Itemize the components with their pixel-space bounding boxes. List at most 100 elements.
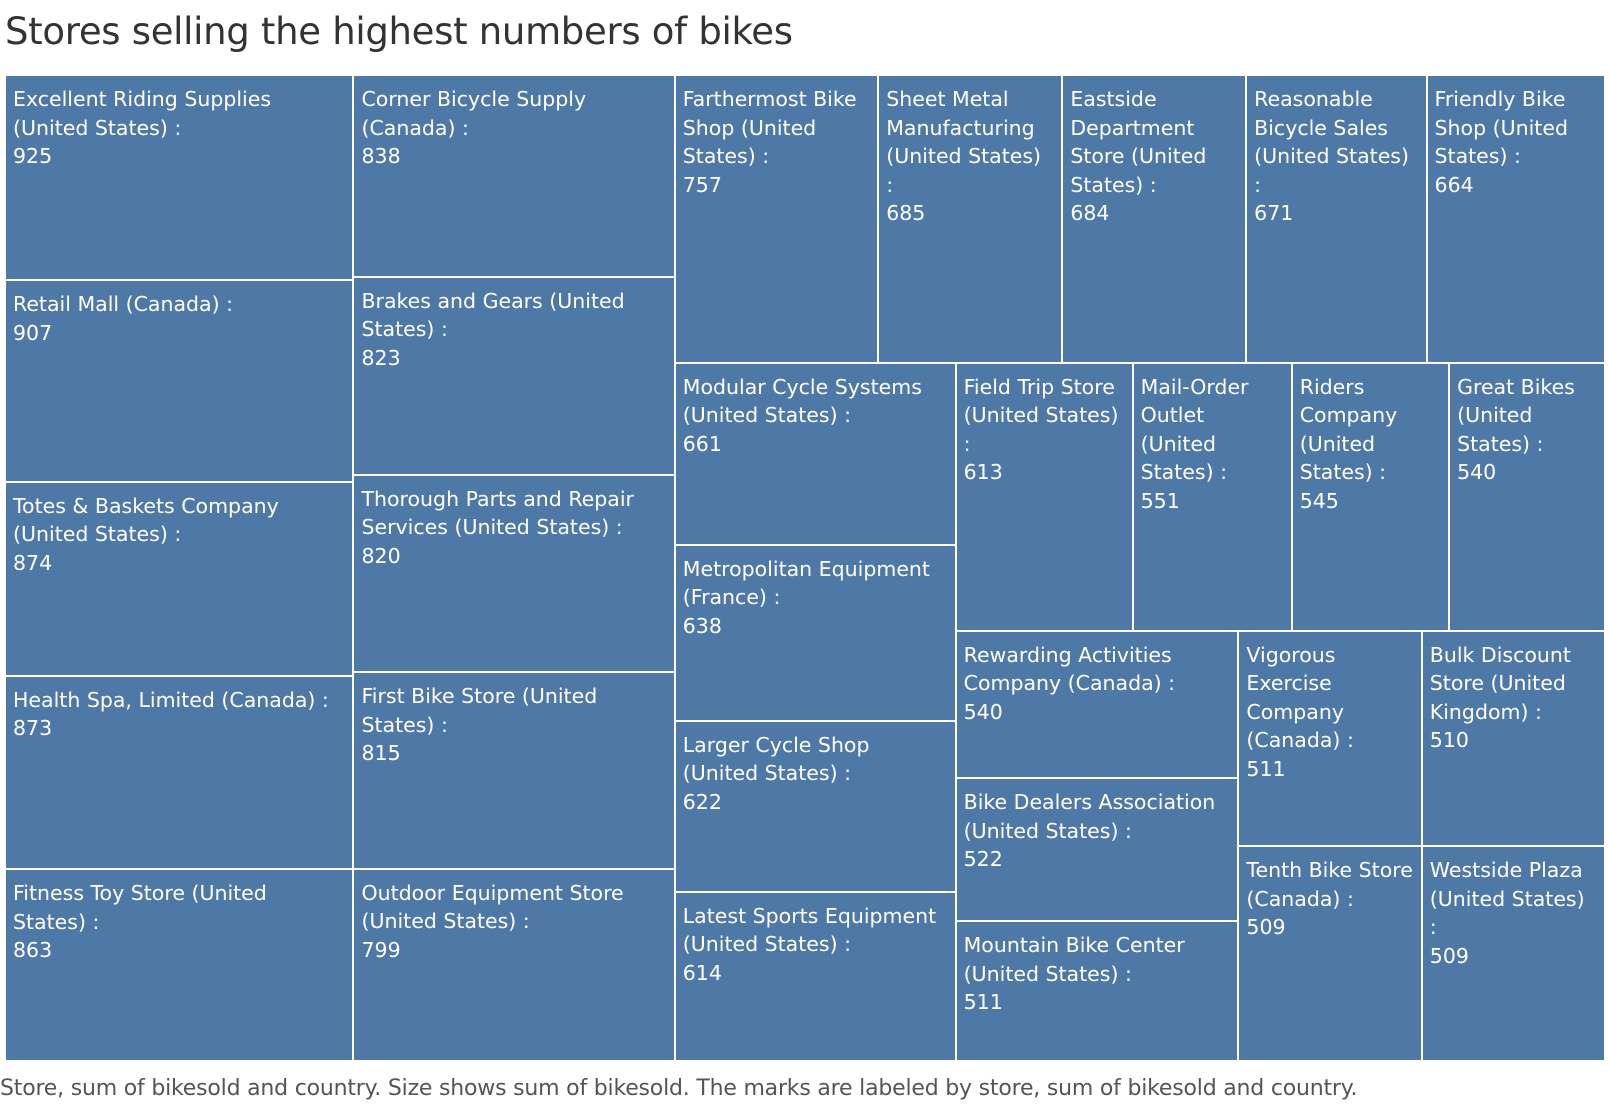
tile-store-name: Eastside Department Store (United States… xyxy=(1070,87,1207,197)
tile-label: Fitness Toy Store (United States) : 863 xyxy=(6,870,352,965)
tile-value: 511 xyxy=(1246,756,1286,781)
tile-store-name: Tenth Bike Store (Canada) : xyxy=(1246,858,1413,911)
tile-value: 684 xyxy=(1070,201,1110,225)
tile-value: 614 xyxy=(682,960,722,985)
tile-label: Riders Company (United States) : 545 xyxy=(1293,364,1448,516)
tile-store-name: First Bike Store (United States) : xyxy=(361,684,598,737)
tile-label: Rewarding Activities Company (Canada) : 5… xyxy=(957,632,1238,727)
treemap-tile: Thorough Parts and Repair Services (Unit… xyxy=(353,474,675,673)
tile-store-name: Westside Plaza (United States) : xyxy=(1429,858,1585,940)
treemap-tile: Westside Plaza (United States) : 509 xyxy=(1421,846,1605,1061)
treemap-tile: Retail Mall (Canada) : 907 xyxy=(5,280,354,482)
tile-store-name: Reasonable Bicycle Sales (United States)… xyxy=(1254,87,1409,197)
tile-label: Health Spa, Limited (Canada) : 873 xyxy=(6,677,352,743)
treemap-tile: Totes & Baskets Company (United States) … xyxy=(5,481,354,676)
tile-value: 838 xyxy=(361,144,401,168)
tile-label: Farthermost Bike Shop (United States) : 7… xyxy=(676,76,877,199)
treemap-tile: Excellent Riding Supplies (United States… xyxy=(5,75,354,281)
tile-label: Outdoor Equipment Store (United States) … xyxy=(354,870,673,964)
tile-label: Bulk Discount Store (United Kingdom) : 51… xyxy=(1423,632,1604,755)
treemap-tile: Rewarding Activities Company (Canada) : 5… xyxy=(955,630,1239,779)
treemap: Excellent Riding Supplies (United States… xyxy=(5,75,1605,1061)
treemap-tile: Mail-Order Outlet (United States) : 551 xyxy=(1132,362,1292,631)
tile-store-name: Thorough Parts and Repair Services (Unit… xyxy=(361,486,634,540)
tile-label: Reasonable Bicycle Sales (United States)… xyxy=(1247,76,1425,228)
tile-label: Thorough Parts and Repair Services (Unit… xyxy=(354,476,673,570)
treemap-tile: Mountain Bike Center (United States) : 51… xyxy=(955,921,1239,1061)
tile-store-name: Totes & Baskets Company (United States) … xyxy=(13,493,279,547)
tile-value: 799 xyxy=(361,937,401,962)
treemap-tile: First Bike Store (United States) : 815 xyxy=(353,672,675,869)
tile-value: 622 xyxy=(682,789,722,814)
treemap-tile: Farthermost Bike Shop (United States) : 7… xyxy=(674,75,879,363)
treemap-tile: Vigorous Exercise Company (Canada) : 511 xyxy=(1238,630,1422,847)
tile-store-name: Fitness Toy Store (United States) : xyxy=(13,881,267,934)
tile-label: Westside Plaza (United States) : 509 xyxy=(1423,847,1604,970)
tile-value: 925 xyxy=(13,144,53,168)
tile-label: Bike Dealers Association (United States)… xyxy=(957,779,1238,874)
tile-store-name: Bike Dealers Association (United States)… xyxy=(963,790,1216,843)
tile-label: Friendly Bike Shop (United States) : 664 xyxy=(1428,76,1604,199)
treemap-tile: Eastside Department Store (United States… xyxy=(1062,75,1247,363)
treemap-tile: Outdoor Equipment Store (United States) … xyxy=(353,868,675,1061)
tile-value: 874 xyxy=(13,550,53,575)
tile-label: Metropolitan Equipment (France) : 638 xyxy=(676,546,955,641)
treemap-tile: Tenth Bike Store (Canada) : 509 xyxy=(1238,846,1422,1061)
tile-label: Great Bikes (United States) : 540 xyxy=(1450,364,1604,487)
tile-label: Larger Cycle Shop (United States) : 622 xyxy=(676,722,955,816)
tile-store-name: Modular Cycle Systems (United States) : xyxy=(682,374,922,428)
tile-value: 540 xyxy=(1457,460,1497,485)
tile-value: 540 xyxy=(963,699,1003,724)
tile-value: 510 xyxy=(1429,728,1469,753)
tile-store-name: Retail Mall (Canada) : xyxy=(13,292,234,317)
tile-label: First Bike Store (United States) : 815 xyxy=(354,673,673,767)
chart-title: Stores selling the highest numbers of bi… xyxy=(5,10,793,53)
tile-label: Latest Sports Equipment (United States) … xyxy=(676,893,955,987)
tile-value: 551 xyxy=(1140,488,1180,513)
tile-store-name: Brakes and Gears (United States) : xyxy=(361,288,625,342)
tile-label: Mail-Order Outlet (United States) : 551 xyxy=(1134,364,1291,516)
tile-store-name: Great Bikes (United States) : xyxy=(1457,374,1575,456)
treemap-tile: Reasonable Bicycle Sales (United States)… xyxy=(1246,75,1427,363)
tile-value: 863 xyxy=(13,938,53,963)
tile-value: 661 xyxy=(682,431,722,456)
tile-value: 509 xyxy=(1246,915,1286,940)
treemap-tile: Field Trip Store (United States) : 613 xyxy=(955,362,1133,631)
tile-value: 757 xyxy=(682,172,722,197)
tile-label: Field Trip Store (United States) : 613 xyxy=(957,364,1132,487)
treemap-tile: Health Spa, Limited (Canada) : 873 xyxy=(5,675,354,870)
tile-value: 613 xyxy=(963,460,1003,485)
tile-value: 907 xyxy=(13,320,53,345)
tile-value: 815 xyxy=(361,741,401,766)
tile-store-name: Larger Cycle Shop (United States) : xyxy=(682,732,870,786)
treemap-tile: Brakes and Gears (United States) : 823 xyxy=(353,276,675,475)
tile-label: Excellent Riding Supplies (United States… xyxy=(6,76,352,170)
treemap-tile: Sheet Metal Manufacturing (United States… xyxy=(878,75,1063,363)
tile-store-name: Health Spa, Limited (Canada) : xyxy=(13,687,329,712)
tile-label: Totes & Baskets Company (United States) … xyxy=(6,483,352,578)
tile-store-name: Riders Company (United States) : xyxy=(1299,374,1398,485)
tile-store-name: Metropolitan Equipment (France) : xyxy=(682,556,930,610)
tile-label: Vigorous Exercise Company (Canada) : 511 xyxy=(1239,632,1420,784)
treemap-tile: Modular Cycle Systems (United States) : 6… xyxy=(674,362,956,545)
treemap-tile: Larger Cycle Shop (United States) : 622 xyxy=(674,720,956,892)
tile-label: Eastside Department Store (United States… xyxy=(1063,76,1245,228)
treemap-tile: Corner Bicycle Supply (Canada) : 838 xyxy=(353,75,675,277)
treemap-tile: Bike Dealers Association (United States)… xyxy=(955,778,1239,922)
tile-store-name: Friendly Bike Shop (United States) : xyxy=(1434,87,1568,168)
treemap-tile: Great Bikes (United States) : 540 xyxy=(1449,362,1605,631)
tile-store-name: Mail-Order Outlet (United States) : xyxy=(1140,374,1249,485)
tile-value: 671 xyxy=(1254,201,1294,225)
tile-value: 820 xyxy=(361,543,401,568)
tile-store-name: Mountain Bike Center (United States) : xyxy=(963,933,1185,986)
treemap-tile: Fitness Toy Store (United States) : 863 xyxy=(5,869,354,1061)
tile-store-name: Corner Bicycle Supply (Canada) : xyxy=(361,87,587,140)
tile-label: Retail Mall (Canada) : 907 xyxy=(6,281,352,347)
tile-label: Brakes and Gears (United States) : 823 xyxy=(354,278,673,372)
tile-value: 522 xyxy=(963,847,1003,872)
tile-label: Mountain Bike Center (United States) : 51… xyxy=(957,922,1238,1017)
tile-label: Sheet Metal Manufacturing (United States… xyxy=(879,76,1061,228)
treemap-tile: Riders Company (United States) : 545 xyxy=(1291,362,1450,631)
treemap-tile: Latest Sports Equipment (United States) … xyxy=(674,891,956,1061)
tile-store-name: Sheet Metal Manufacturing (United States… xyxy=(886,87,1042,197)
